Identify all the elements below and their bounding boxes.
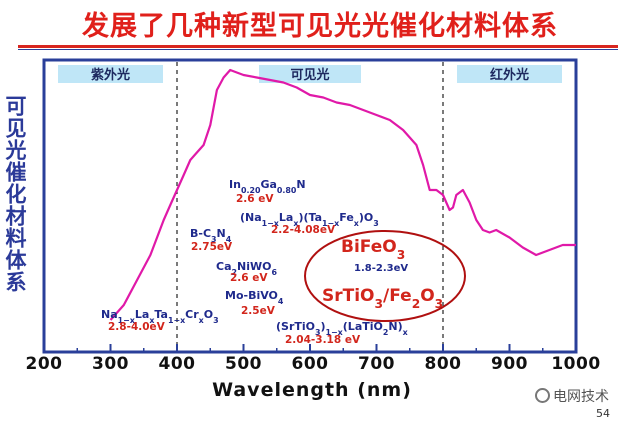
region-label: 可见光 xyxy=(290,67,329,83)
region-band xyxy=(58,65,163,83)
wechat-logo-icon xyxy=(535,388,550,403)
page-number: 54 xyxy=(596,407,610,420)
x-tick-label: 500 xyxy=(225,354,262,374)
material-bandgap-value: 2.75eV xyxy=(191,241,233,253)
material-formula: In0.20Ga0.80N xyxy=(229,178,306,195)
watermark-text: 电网技术 xyxy=(553,389,609,405)
material-bandgap-value: 2.2-4.08eV xyxy=(271,224,336,236)
material-formula: (Na1−xLax)(Ta1−xFex)O3 xyxy=(240,211,379,228)
highlight-ellipse xyxy=(304,230,466,322)
material-formula: Mo-BiVO4 xyxy=(225,289,284,306)
material-bandgap-value: 1.8-2.3eV xyxy=(354,263,408,274)
region-label: 红外光 xyxy=(490,67,529,83)
x-tick-label: 700 xyxy=(358,354,395,374)
absorption-curve-series xyxy=(109,68,576,321)
plot-frame xyxy=(42,58,578,354)
material-bandgap-value: 2.8-4.0eV xyxy=(108,321,166,333)
y-axis-label: 可见光催化材料体系 xyxy=(3,95,27,293)
material-formula: SrTiO3/Fe2O3 xyxy=(322,286,443,311)
x-tick-label: 1000 xyxy=(551,354,600,374)
x-tick-label: 600 xyxy=(292,354,329,374)
material-formula: Na1−xLaxTa1−xCrxO3 xyxy=(101,308,219,325)
title-underline-blue xyxy=(18,49,618,50)
watermark: 电网技术 xyxy=(535,386,609,406)
x-axis-title: Wavelength (nm) xyxy=(212,379,412,401)
material-bandgap-value: 2.6 eV xyxy=(230,272,268,284)
material-bandgap-value: 2.5eV xyxy=(241,305,276,317)
x-tick-label: 400 xyxy=(159,354,196,374)
material-bandgap-value: 2.6 eV xyxy=(236,193,274,205)
material-formula: (SrTiO3)1−x(LaTiO2N)x xyxy=(276,320,408,337)
x-tick-label: 800 xyxy=(425,354,462,374)
x-tick-label: 200 xyxy=(26,354,63,374)
slide-title: 发展了几种新型可见光光催化材料体系 xyxy=(82,11,558,42)
title-underline-red xyxy=(18,45,618,48)
material-formula: Ca2NiWO6 xyxy=(216,260,277,277)
material-formula: BiFeO3 xyxy=(341,237,405,262)
region-band xyxy=(457,65,562,83)
region-label: 紫外光 xyxy=(91,67,130,83)
region-band xyxy=(259,65,361,83)
x-tick-label: 900 xyxy=(491,354,528,374)
material-bandgap-value: 2.04-3.18 eV xyxy=(285,334,361,346)
material-formula: B-C3N4 xyxy=(190,227,232,244)
x-tick-label: 300 xyxy=(92,354,129,374)
